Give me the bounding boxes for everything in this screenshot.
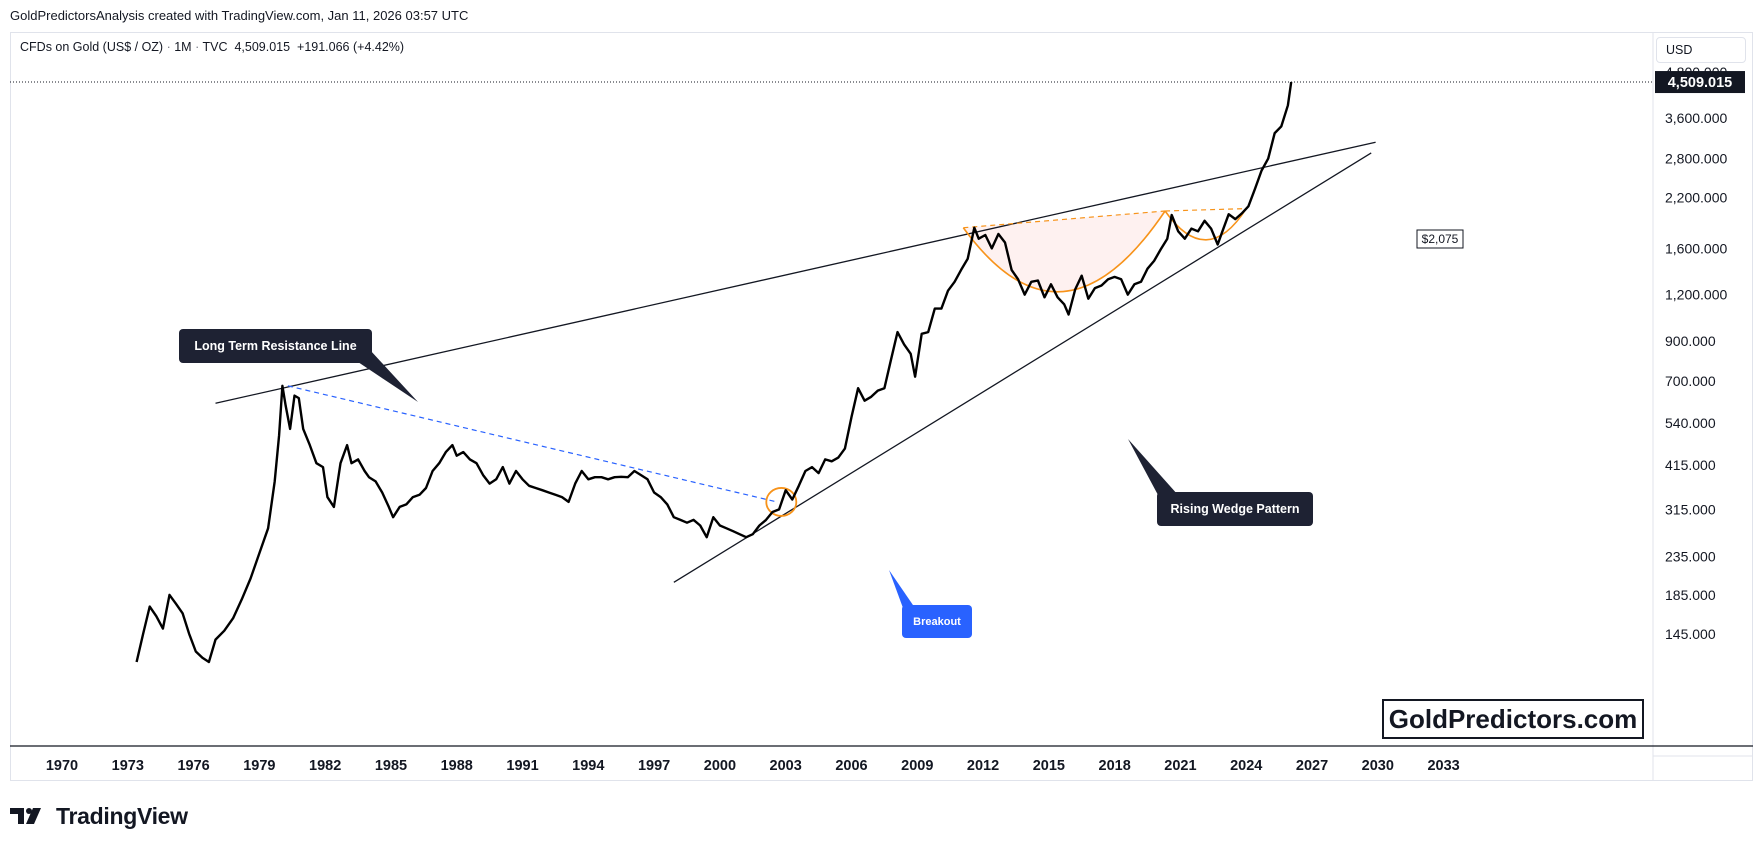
breakout-callout-label: Breakout xyxy=(913,616,961,628)
time-tick-label: 2018 xyxy=(1099,758,1131,774)
time-tick-label: 1973 xyxy=(112,758,144,774)
time-tick-label: 1985 xyxy=(375,758,407,774)
time-tick-label: 2027 xyxy=(1296,758,1328,774)
time-axis[interactable]: 1970 1973 1976 1979 1982 1985 1988 1991 1994 1997… xyxy=(46,758,1460,774)
price-axis[interactable]: 4,800.0003,600.0002,800.0002,200.0001,60… xyxy=(1665,64,1727,642)
price-tick-label: 700.000 xyxy=(1665,373,1716,389)
breakout-circle xyxy=(765,487,798,517)
time-tick-label: 2003 xyxy=(770,758,802,774)
time-tick-label: 1970 xyxy=(46,758,78,774)
time-tick-label: 1991 xyxy=(506,758,538,774)
currency-button[interactable]: USD xyxy=(1656,37,1746,63)
tradingview-logo[interactable]: TradingView xyxy=(10,802,188,830)
wedge-callout[interactable]: Rising Wedge Pattern xyxy=(1128,439,1313,526)
price-tick-label: 185.000 xyxy=(1665,587,1716,603)
price-change-value: +191.066 xyxy=(297,40,350,54)
time-tick-label: 2006 xyxy=(835,758,867,774)
cup-arc xyxy=(962,210,1166,293)
time-tick-label: 2000 xyxy=(704,758,736,774)
wedge-callout-label: Rising Wedge Pattern xyxy=(1171,502,1300,516)
time-tick-label: 2012 xyxy=(967,758,999,774)
last-price-value: 4,509.015 xyxy=(234,40,291,54)
price-tick-label: 235.000 xyxy=(1665,548,1716,564)
price-tick-label: 1,200.000 xyxy=(1665,287,1727,303)
price-tick-label: 2,800.000 xyxy=(1665,151,1727,167)
price-label-2075: $2,075 xyxy=(1416,229,1464,249)
time-tick-label: 1988 xyxy=(441,758,473,774)
price-tick-label: 540.000 xyxy=(1665,415,1716,431)
tradingview-mark-icon xyxy=(10,808,41,824)
breakout-callout[interactable]: Breakout xyxy=(889,570,972,638)
separator-dot: · xyxy=(166,40,175,54)
time-tick-label: 1982 xyxy=(309,758,341,774)
price-tick-label: 415.000 xyxy=(1665,457,1716,473)
dashed-downtrend-line xyxy=(287,385,778,503)
time-tick-label: 1994 xyxy=(572,758,604,774)
price-tick-label: 145.000 xyxy=(1665,626,1716,642)
chart-credit: GoldPredictorsAnalysis created with Trad… xyxy=(10,8,469,23)
cup-rim-line xyxy=(963,210,1166,229)
time-tick-label: 1997 xyxy=(638,758,670,774)
last-price-badge-text: 4,509.015 xyxy=(1668,75,1733,91)
time-tick-label: 1976 xyxy=(177,758,209,774)
time-tick-label: 1979 xyxy=(243,758,275,774)
price-tick-label: 315.000 xyxy=(1665,501,1716,517)
price-tick-label: 3,600.000 xyxy=(1665,110,1727,126)
time-tick-label: 2024 xyxy=(1230,758,1262,774)
source-label: TVC xyxy=(202,40,228,54)
gold-price-series xyxy=(135,81,1293,664)
last-price-badge: 4,509.015 xyxy=(1655,71,1745,94)
price-label-2075-text: $2,075 xyxy=(1422,232,1459,246)
time-tick-label: 2015 xyxy=(1033,758,1065,774)
handle-rim-line xyxy=(1165,208,1247,212)
handle-arc xyxy=(1164,208,1247,241)
time-tick-label: 2021 xyxy=(1164,758,1196,774)
time-tick-label: 2009 xyxy=(901,758,933,774)
resistance-callout-label: Long Term Resistance Line xyxy=(194,339,356,353)
tradingview-wordmark: TradingView xyxy=(56,802,188,829)
symbol-name[interactable]: CFDs on Gold (US$ / OZ) xyxy=(20,40,164,54)
price-change-percent: (+4.42%) xyxy=(352,40,405,54)
time-tick-label: 2033 xyxy=(1427,758,1459,774)
site-watermark: GoldPredictors.com xyxy=(1382,699,1644,739)
resistance-callout[interactable]: Long Term Resistance Line xyxy=(179,329,418,402)
symbol-info-bar[interactable]: CFDs on Gold (US$ / OZ) · 1M · TVC 4,509… xyxy=(20,40,404,54)
separator-dot: · xyxy=(195,40,203,54)
resistance-trendline xyxy=(215,141,1376,404)
time-tick-label: 2030 xyxy=(1362,758,1394,774)
price-tick-label: 900.000 xyxy=(1665,333,1716,349)
support-trendline xyxy=(673,152,1372,583)
interval-label[interactable]: 1M xyxy=(174,40,192,54)
price-tick-label: 2,200.000 xyxy=(1665,189,1727,205)
price-tick-label: 1,600.000 xyxy=(1665,240,1727,256)
cup-fill-area xyxy=(963,210,1166,292)
chart-frame xyxy=(10,32,1753,781)
